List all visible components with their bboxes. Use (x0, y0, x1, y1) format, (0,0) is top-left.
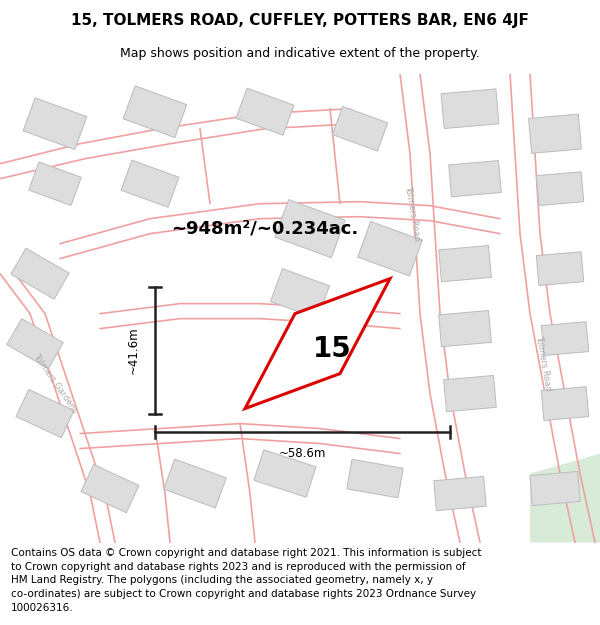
Polygon shape (530, 454, 600, 542)
Text: 15: 15 (313, 334, 352, 362)
Polygon shape (11, 248, 69, 299)
Text: ~58.6m: ~58.6m (279, 447, 326, 460)
Polygon shape (29, 162, 81, 206)
Polygon shape (444, 376, 496, 412)
Polygon shape (23, 98, 87, 149)
Polygon shape (358, 221, 422, 276)
Polygon shape (7, 319, 63, 369)
Polygon shape (441, 89, 499, 129)
Polygon shape (271, 269, 329, 319)
Polygon shape (236, 88, 294, 135)
Polygon shape (530, 471, 580, 506)
Polygon shape (164, 459, 226, 508)
Polygon shape (275, 199, 345, 258)
Text: Tolmers Gardens: Tolmers Gardens (31, 352, 79, 415)
Polygon shape (16, 389, 74, 438)
Polygon shape (541, 387, 589, 421)
Polygon shape (81, 464, 139, 512)
Text: Contains OS data © Crown copyright and database right 2021. This information is : Contains OS data © Crown copyright and d… (11, 548, 481, 612)
Text: Tolmers Road: Tolmers Road (533, 335, 553, 392)
Polygon shape (245, 279, 390, 409)
Text: ~948m²/~0.234ac.: ~948m²/~0.234ac. (172, 219, 359, 238)
Polygon shape (536, 172, 584, 206)
Polygon shape (347, 459, 403, 498)
Text: Map shows position and indicative extent of the property.: Map shows position and indicative extent… (120, 47, 480, 59)
Polygon shape (254, 450, 316, 498)
Polygon shape (123, 86, 187, 138)
Polygon shape (434, 476, 486, 511)
Text: ~41.6m: ~41.6m (127, 326, 139, 374)
Polygon shape (439, 311, 491, 347)
Polygon shape (121, 160, 179, 208)
Polygon shape (541, 322, 589, 356)
Polygon shape (332, 106, 388, 151)
Text: Tolmers Road: Tolmers Road (403, 185, 421, 242)
Polygon shape (449, 161, 501, 197)
Polygon shape (536, 252, 584, 286)
Text: 15, TOLMERS ROAD, CUFFLEY, POTTERS BAR, EN6 4JF: 15, TOLMERS ROAD, CUFFLEY, POTTERS BAR, … (71, 13, 529, 28)
Polygon shape (439, 246, 491, 282)
Polygon shape (529, 114, 581, 153)
